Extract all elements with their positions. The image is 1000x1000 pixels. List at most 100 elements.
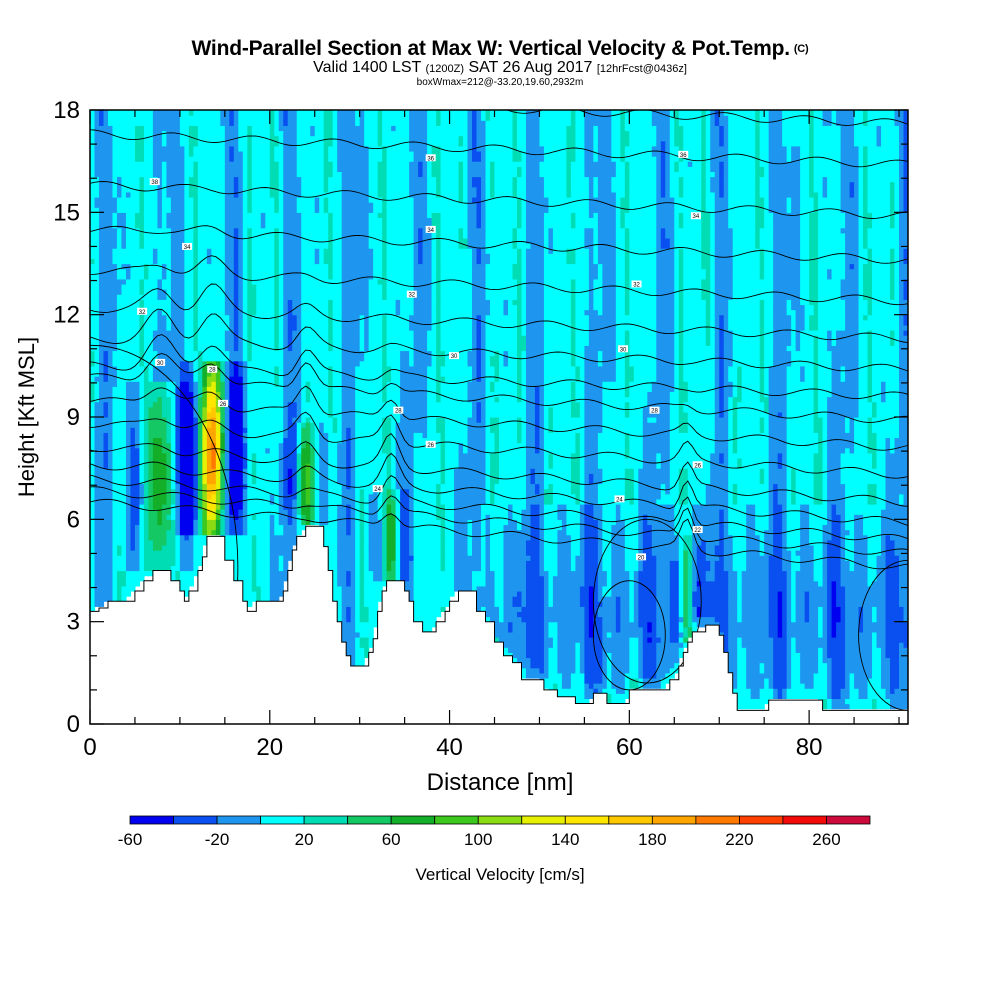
velocity-cell [157, 457, 163, 464]
velocity-cell [328, 550, 334, 556]
velocity-cell [274, 294, 280, 300]
velocity-cell [305, 278, 311, 285]
velocity-cell [98, 135, 105, 142]
velocity-cell [229, 330, 235, 336]
velocity-cell [260, 212, 266, 219]
velocity-cell [310, 207, 316, 213]
velocity-cell [260, 278, 266, 285]
velocity-cell [211, 473, 217, 479]
velocity-cell [152, 191, 159, 198]
velocity-cell [134, 529, 141, 536]
velocity-cell [130, 166, 136, 172]
velocity-cell [260, 550, 266, 556]
velocity-cell [94, 217, 100, 224]
velocity-cell [107, 161, 114, 167]
velocity-cell [269, 181, 275, 188]
velocity-cell [112, 370, 118, 377]
velocity-cell [202, 258, 208, 265]
velocity-cell [274, 355, 280, 362]
velocity-cell [332, 514, 338, 520]
velocity-cell [301, 171, 307, 178]
velocity-cell [143, 120, 150, 126]
velocity-cell [278, 442, 284, 449]
velocity-cell [310, 493, 316, 500]
velocity-cell [148, 314, 154, 321]
velocity-cell [90, 411, 96, 418]
velocity-cell [287, 319, 293, 326]
velocity-cell [224, 263, 230, 270]
velocity-cell [328, 161, 334, 167]
velocity-cell [148, 555, 154, 561]
velocity-cell [179, 411, 185, 418]
velocity-cell [260, 447, 266, 454]
velocity-cell [256, 191, 262, 198]
velocity-cell [134, 243, 141, 249]
velocity-cell [125, 417, 132, 423]
velocity-cell [121, 161, 127, 167]
velocity-cell [202, 217, 208, 224]
velocity-cell [211, 514, 217, 520]
velocity-cell [116, 350, 123, 357]
velocity-cell [125, 503, 132, 510]
velocity-cell [229, 498, 235, 505]
velocity-cell [152, 145, 159, 152]
velocity-cell [265, 150, 271, 157]
velocity-cell [134, 550, 141, 556]
velocity-cell [94, 222, 100, 229]
velocity-cell [193, 463, 199, 469]
velocity-cell [260, 355, 266, 362]
velocity-cell [107, 135, 114, 142]
velocity-cell [103, 365, 109, 372]
velocity-cell [188, 534, 194, 541]
velocity-cell [283, 539, 289, 546]
velocity-cell [215, 217, 221, 224]
velocity-cell [107, 120, 114, 126]
velocity-cell [148, 309, 154, 316]
velocity-cell [328, 110, 334, 116]
velocity-cell [202, 417, 208, 423]
velocity-cell [94, 202, 100, 208]
velocity-cell [265, 596, 271, 602]
velocity-cell [202, 529, 208, 536]
velocity-cell [134, 176, 141, 183]
velocity-cell [157, 519, 163, 526]
velocity-cell [265, 340, 271, 346]
velocity-cell [170, 191, 176, 198]
velocity-cell [206, 248, 212, 254]
velocity-cell [256, 457, 262, 464]
velocity-cell [256, 580, 262, 587]
velocity-cell [188, 319, 194, 326]
velocity-cell [251, 437, 257, 444]
velocity-cell [121, 529, 127, 536]
velocity-cell [296, 335, 302, 341]
velocity-cell [125, 191, 132, 198]
velocity-cell [233, 125, 239, 132]
velocity-cell [211, 422, 217, 428]
velocity-cell [130, 560, 136, 566]
velocity-cell [238, 529, 244, 536]
velocity-cell [319, 273, 325, 280]
velocity-cell [215, 319, 221, 326]
velocity-cell [125, 202, 132, 208]
velocity-cell [242, 130, 248, 137]
velocity-cell [319, 263, 325, 270]
velocity-cell [103, 590, 109, 597]
velocity-cell [215, 145, 221, 152]
velocity-cell [175, 161, 181, 167]
velocity-cell [269, 350, 275, 357]
velocity-cell [152, 427, 159, 433]
velocity-cell [130, 427, 136, 433]
velocity-cell [292, 376, 298, 382]
velocity-cell [121, 330, 127, 336]
velocity-cell [179, 289, 185, 295]
velocity-cell [265, 202, 271, 208]
velocity-cell [296, 248, 302, 254]
velocity-cell [332, 422, 338, 428]
velocity-cell [125, 585, 132, 592]
velocity-cell [310, 324, 316, 331]
velocity-cell [323, 125, 329, 132]
velocity-cell [283, 422, 289, 428]
velocity-cell [224, 473, 230, 479]
velocity-cell [107, 350, 114, 357]
velocity-cell [265, 483, 271, 490]
